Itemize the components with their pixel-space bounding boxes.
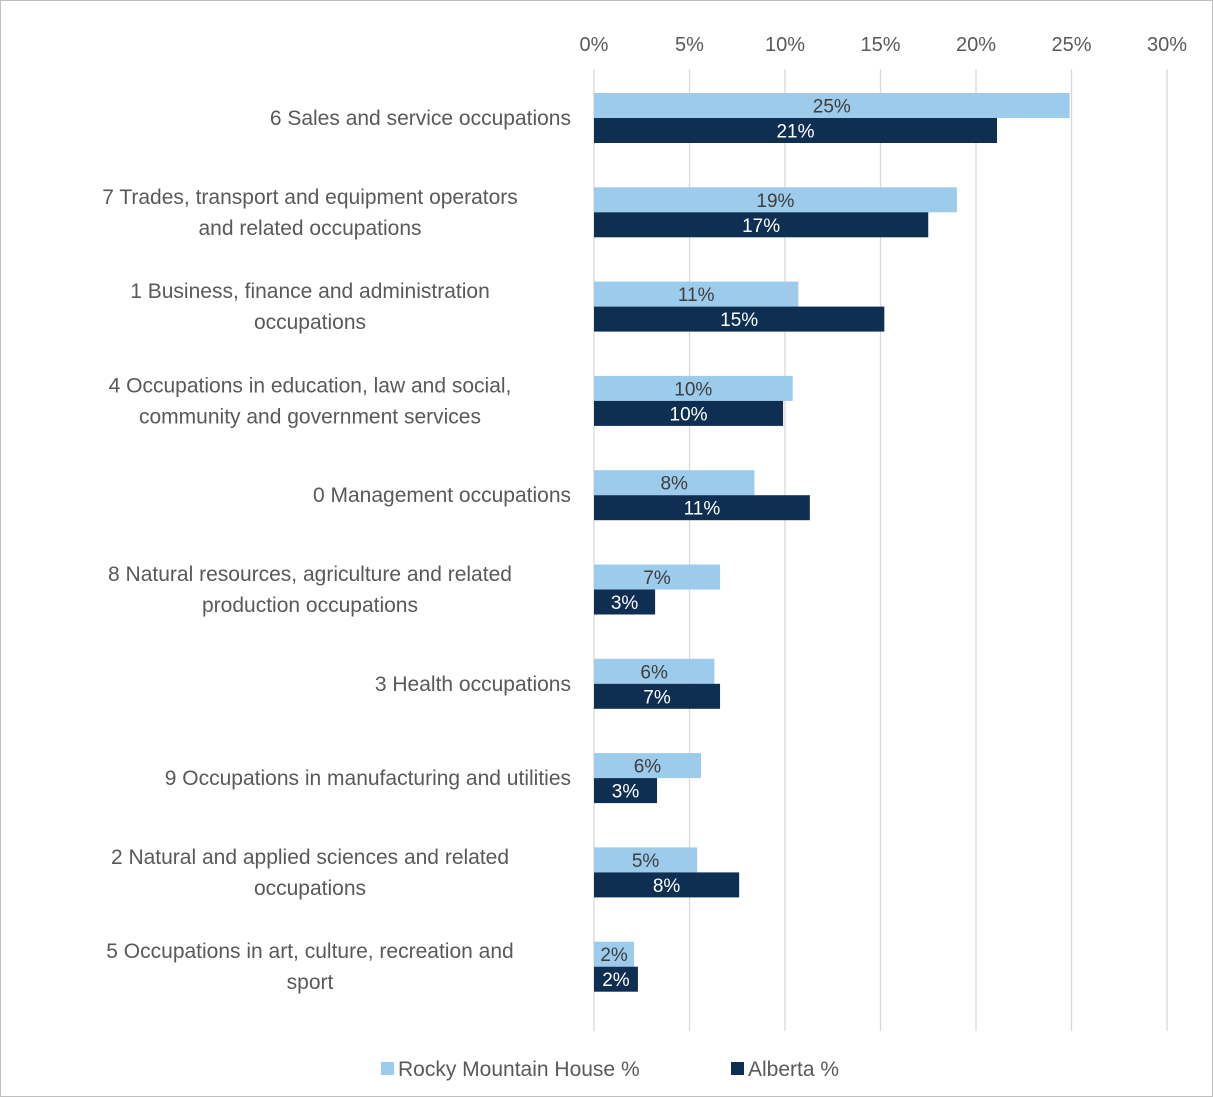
data-label: 7% — [643, 687, 671, 708]
category-label: sport — [287, 971, 334, 994]
data-label: 5% — [632, 851, 660, 872]
data-label: 7% — [643, 568, 671, 589]
data-label: 25% — [813, 97, 851, 118]
category-label: 9 Occupations in manufacturing and utili… — [165, 767, 571, 790]
category-label: 8 Natural resources, agriculture and rel… — [108, 563, 512, 586]
category-label: 7 Trades, transport and equipment operat… — [102, 186, 518, 209]
bar-alberta — [594, 966, 638, 992]
x-tick-label: 25% — [1051, 34, 1091, 56]
category-label: 4 Occupations in education, law and soci… — [109, 374, 512, 397]
x-tick-label: 5% — [675, 34, 704, 56]
category-label: 6 Sales and service occupations — [270, 107, 571, 130]
data-label: 17% — [742, 216, 780, 237]
category-label: community and government services — [139, 405, 481, 428]
bar-alberta — [594, 872, 740, 898]
legend-swatch — [381, 1062, 394, 1075]
bar-alberta — [594, 118, 998, 143]
bar-alberta — [594, 495, 810, 521]
bar-rocky-mountain-house — [594, 470, 755, 496]
bar-alberta — [594, 212, 929, 238]
x-tick-label: 30% — [1147, 34, 1187, 56]
bar-rocky-mountain-house — [594, 847, 698, 873]
bar-rocky-mountain-house — [594, 93, 1070, 118]
category-label: occupations — [254, 311, 366, 334]
data-label: 10% — [674, 379, 712, 400]
category-label: 0 Management occupations — [313, 484, 571, 507]
data-label: 6% — [640, 662, 668, 683]
bar-rocky-mountain-house — [594, 564, 721, 590]
data-label: 6% — [634, 757, 662, 778]
x-tick-label: 10% — [765, 34, 805, 56]
category-label: 1 Business, finance and administration — [130, 280, 490, 303]
data-label: 15% — [720, 310, 758, 331]
category-label: occupations — [254, 877, 366, 900]
legend-label: Rocky Mountain House % — [398, 1058, 640, 1081]
category-label: and related occupations — [199, 217, 422, 240]
bar-rocky-mountain-house — [594, 375, 793, 401]
data-label: 11% — [684, 499, 721, 520]
bar-alberta — [594, 683, 721, 709]
category-label: 2 Natural and applied sciences and relat… — [111, 846, 509, 869]
bar-alberta — [594, 400, 784, 426]
bar-rocky-mountain-house — [594, 753, 701, 779]
category-label: 5 Occupations in art, culture, recreatio… — [106, 940, 513, 963]
legend-label: Alberta % — [748, 1058, 839, 1081]
bar-rocky-mountain-house — [594, 281, 799, 307]
x-tick-label: 15% — [860, 34, 900, 56]
data-label: 2% — [602, 970, 630, 991]
x-tick-label: 0% — [580, 34, 609, 56]
data-label: 11% — [678, 285, 715, 306]
data-label: 10% — [670, 404, 708, 425]
legend-swatch — [731, 1062, 744, 1075]
category-label: 3 Health occupations — [375, 673, 571, 696]
data-label: 19% — [756, 191, 794, 212]
bar-alberta — [594, 589, 656, 615]
bar-rocky-mountain-house — [594, 187, 957, 213]
x-tick-label: 20% — [956, 34, 996, 56]
data-label: 2% — [600, 945, 628, 966]
bar-alberta — [594, 306, 885, 332]
data-label: 3% — [612, 782, 640, 803]
data-label: 21% — [776, 122, 814, 143]
data-label: 8% — [653, 876, 681, 897]
bar-rocky-mountain-house — [594, 941, 635, 967]
bar-rocky-mountain-house — [594, 658, 715, 684]
category-label: production occupations — [202, 594, 418, 617]
bar-alberta — [594, 778, 658, 804]
data-label: 3% — [611, 593, 639, 614]
data-label: 8% — [660, 474, 688, 495]
